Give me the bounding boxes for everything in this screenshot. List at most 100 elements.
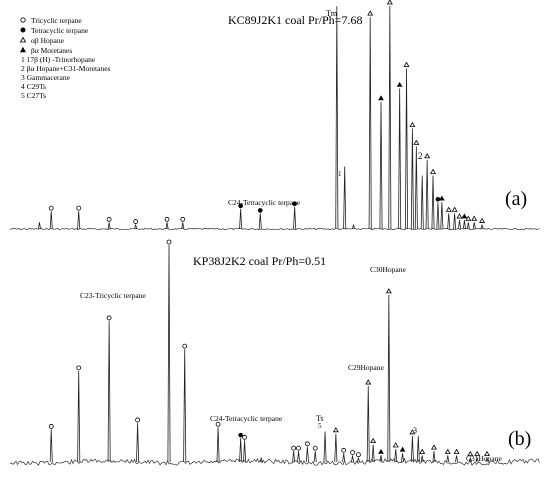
legend-item-tricyclic: Tricyclic terpane (20, 16, 82, 25)
panel-a-peak (368, 17, 372, 230)
panel-a-peak-marker-circle-open-icon (106, 216, 112, 222)
panel-a-peak (453, 213, 457, 230)
panel-b-peak (432, 451, 436, 463)
panel-a-peak (258, 213, 262, 230)
legend-item-tetracyclic: Tetracyclic terpane (20, 26, 89, 35)
panel-a-peak-marker-circle-filled-icon (435, 196, 441, 202)
panel-a-peak-marker-circle-filled-icon (238, 203, 243, 209)
panel-a-peak (466, 222, 470, 230)
panel-a-peak-marker-triangle-open-icon (465, 215, 472, 221)
panel-b-peak-marker-triangle-open-icon (444, 448, 451, 454)
panel-b-peak (243, 440, 247, 463)
panel-a-annotation-2: 2 (418, 151, 423, 161)
panel-b-peak (313, 451, 317, 463)
panel-b-annotation-c23: C23-Tricyclic terpane (80, 291, 146, 300)
panel-a-peak (134, 224, 138, 230)
panel-b-peak (401, 453, 405, 463)
panel-b-peak-marker-triangle-open-icon (453, 448, 460, 454)
panel-a-peak-marker-triangle-open-icon (386, 0, 393, 5)
panel-b-peak (416, 435, 420, 463)
legend-triangle-open-icon (19, 36, 27, 43)
panel-b-peak (394, 448, 398, 463)
panel-b-peak-marker-triangle-open-icon (409, 429, 416, 435)
panel-b-peak-marker-triangle-open-icon (484, 450, 490, 457)
legend-label-4: 4 C29Ts (21, 82, 46, 91)
panel-b-peak-marker-circle-open-icon (341, 447, 347, 453)
panel-a-peak (49, 211, 53, 230)
panel-b-peak (455, 455, 459, 463)
panel-b-peak-marker-circle-open-icon (350, 450, 355, 455)
panel-b-annotation-5: 5 (318, 422, 322, 430)
panel-b-title: KP38J2K2 coal Pr/Ph=0.51 (193, 254, 326, 268)
panel-a-peaks (37, 0, 486, 230)
panel-b-peak-marker-triangle-open-icon (467, 450, 474, 457)
panel-a-peak-marker-triangle-open-icon (451, 206, 458, 212)
panel-b-peak (183, 349, 187, 463)
panel-a-peak-marker-triangle-open-icon (471, 215, 478, 221)
legend-label-ba-moretanes: βα Moretanes (31, 46, 72, 55)
panel-b-peak-marker-circle-open-icon (182, 343, 188, 349)
panel-b-peak-marker-triangle-open-icon (392, 442, 399, 448)
legend-label-tricyclic: Tricyclic terpane (31, 16, 82, 25)
panel-a-peak-marker-triangle-open-icon (413, 139, 420, 145)
panel-b-tag: (b) (508, 428, 531, 450)
panel-a-peak-marker-triangle-open-icon (424, 153, 431, 159)
panel-a: KC89J2K1 coal Pr/Ph=7.68 (a) Tm C24-Tetr… (9, 0, 540, 231)
legend-label-5: 5 C27Ts (21, 91, 46, 100)
panel-b-peak (371, 444, 375, 463)
panel-a-peak-marker-circle-filled-icon (292, 201, 297, 206)
panel-b-peak (379, 455, 383, 463)
panel-b-peak (323, 431, 327, 463)
panel-a-peak (480, 224, 484, 230)
panel-a-peak (431, 175, 435, 230)
panel-a-peak-marker-triangle-filled-icon (396, 81, 403, 87)
panel-b-peak (410, 435, 414, 463)
panel-b-peak-marker-triangle-open-icon (385, 288, 392, 294)
panel-a-peak-marker-circle-filled-icon (257, 208, 263, 213)
panel-a-peak (352, 224, 356, 230)
panel-b-peak (446, 455, 450, 463)
panel-a-peak (410, 128, 414, 230)
panel-a-peak-marker-triangle-open-icon (403, 61, 410, 67)
panel-b-peak-marker-circle-open-icon (215, 421, 221, 427)
panel-b-peak-marker-circle-open-icon (304, 441, 310, 447)
legend-circle-open-icon (20, 17, 26, 23)
panel-b-peak-marker-circle-open-icon (135, 417, 140, 423)
panel-b-peak (239, 438, 243, 463)
panel-a-peak (239, 208, 243, 230)
legend-item-ab-hopane: αβ Hopane (19, 36, 65, 45)
legend-triangle-filled-icon (19, 46, 27, 53)
panel-b-peak-marker-triangle-open-icon (431, 444, 437, 450)
legend-label-2: 2 βα Hopane+C31-Moretanes (21, 64, 111, 73)
panel-a-peak-marker-triangle-open-icon (456, 213, 463, 219)
panel-b-peak (356, 457, 360, 463)
panel-b-annotation-ts: Ts (316, 414, 323, 423)
panel-b-annotation-3: 3 (413, 426, 417, 435)
panel-b-peak-marker-triangle-open-icon (332, 426, 339, 433)
panel-b-annotation-c24: C24-Tetracyclic terpane (210, 414, 283, 423)
panel-a-peak (458, 220, 462, 230)
panel-b-peak-marker-triangle-open-icon (474, 450, 481, 457)
panel-b-peak-marker-triangle-open-icon (419, 448, 426, 454)
panel-a-peak (440, 202, 444, 230)
panel-a-peak (37, 222, 41, 230)
panel-a-peak (107, 222, 111, 230)
panel-a-peak-marker-circle-open-icon (164, 216, 170, 222)
panel-a-peak (414, 146, 418, 230)
panel-a-peak (420, 175, 424, 230)
panel-a-peak (165, 222, 169, 230)
panel-b-peak (292, 451, 296, 463)
panel-b-peak (334, 433, 338, 463)
panel-b-peak-marker-triangle-filled-icon (378, 448, 384, 454)
panel-b-peak (475, 457, 479, 463)
panel-b-peak (351, 455, 355, 463)
panel-a-peak-marker-triangle-open-icon (445, 206, 452, 212)
panel-b-peak (136, 422, 140, 463)
legend-circle-filled-icon (20, 27, 26, 33)
legend: Tricyclic terpane Tetracyclic terpane αβ… (19, 16, 111, 100)
panel-b-peak-marker-triangle-filled-icon (399, 446, 406, 452)
panel-a-peak (462, 220, 466, 230)
panel-a-peak (343, 166, 347, 230)
panel-b-peak-marker-circle-open-icon (296, 445, 301, 451)
